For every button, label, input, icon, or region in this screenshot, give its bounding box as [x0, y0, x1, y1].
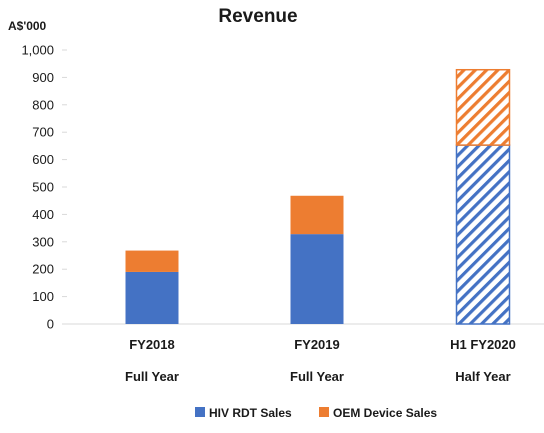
- x-category-label: H1 FY2020: [450, 337, 516, 352]
- bar-h1-fy2020-series-2: [455, 68, 511, 146]
- bar-fy2019-series-2: [290, 195, 344, 235]
- y-tick-label: 500: [32, 180, 54, 195]
- bar-fy2018-series-2: [125, 250, 179, 272]
- y-tick-label: 900: [32, 70, 54, 85]
- y-axis-unit-label: A$'000: [8, 19, 47, 33]
- y-tick-label: 300: [32, 234, 54, 249]
- bar-h1-fy2020-series-1: [455, 144, 511, 325]
- x-category-sublabel: Full Year: [125, 369, 179, 384]
- legend-label-hiv-rdt: HIV RDT Sales: [209, 406, 292, 420]
- y-axis-ticks: 0 100 200 300 400 500 600 700 800 900 1,000: [21, 43, 67, 332]
- x-category-sublabel: Half Year: [455, 369, 510, 384]
- legend-swatch-oem-device: [319, 407, 329, 417]
- y-tick-label: 700: [32, 125, 54, 140]
- y-tick-label: 800: [32, 97, 54, 112]
- x-category-label: FY2019: [294, 337, 340, 352]
- y-tick-label: 0: [47, 317, 54, 332]
- legend: HIV RDT Sales OEM Device Sales: [195, 406, 437, 420]
- y-tick-label: 100: [32, 289, 54, 304]
- bar-fy2018-series-1: [125, 271, 179, 324]
- y-tick-label: 400: [32, 207, 54, 222]
- x-category-sublabel: Full Year: [290, 369, 344, 384]
- y-tick-label: 1,000: [21, 43, 54, 58]
- y-tick-label: 600: [32, 152, 54, 167]
- legend-swatch-hiv-rdt: [195, 407, 205, 417]
- x-category-label: FY2018: [129, 337, 175, 352]
- bars-group: [125, 68, 511, 325]
- x-axis-labels: FY2018 Full Year FY2019 Full Year H1 FY2020 H…: [125, 337, 516, 384]
- y-tick-label: 200: [32, 262, 54, 277]
- chart-title: Revenue: [218, 6, 297, 27]
- legend-label-oem-device: OEM Device Sales: [333, 406, 437, 420]
- bar-fy2019-series-1: [290, 234, 344, 324]
